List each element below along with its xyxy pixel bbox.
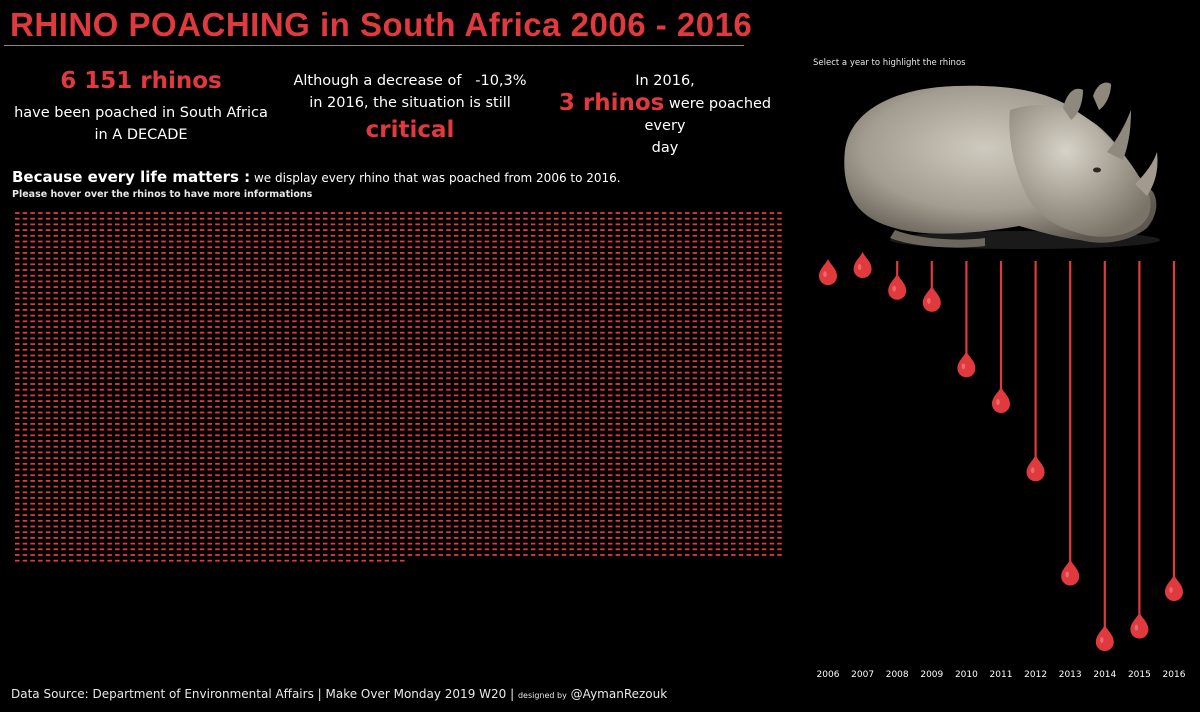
section-heading-rest: we display every rhino that was poached … [250,171,621,185]
kpi-total: 6 151 rhinos have been poached in South … [10,66,272,146]
page-title: RHINO POACHING in South Africa 2006 - 20… [10,6,753,43]
section-heading-bold: Because every life matters : [12,168,251,186]
kpi-daily: In 2016, 3 rhinos were poached every day [540,70,790,159]
rhino-dash-grid[interactable] [0,205,800,665]
title-divider [4,45,744,46]
kpi-daily-line1: In 2016, [635,73,695,89]
kpi-total-line1: have been poached in South Africa [14,105,268,121]
section-heading: Because every life matters : we display … [12,168,621,186]
kpi-total-count: 6 151 rhinos [60,68,222,94]
kpi-decrease: Although a decrease of -10,3% in 2016, t… [278,70,542,146]
hover-instruction: Please hover over the rhinos to have mor… [12,189,313,200]
kpi-decrease-line1: Although a decrease of -10,3% [293,73,527,89]
kpi-decrease-word: critical [365,117,455,143]
kpi-daily-line2: were poached every [644,96,772,134]
kpi-daily-count: 3 rhinos [558,90,665,116]
kpi-total-line2: in A DECADE [94,127,188,143]
kpi-decrease-line2: in 2016, the situation is still [309,95,511,111]
kpi-daily-line3: day [651,140,679,156]
